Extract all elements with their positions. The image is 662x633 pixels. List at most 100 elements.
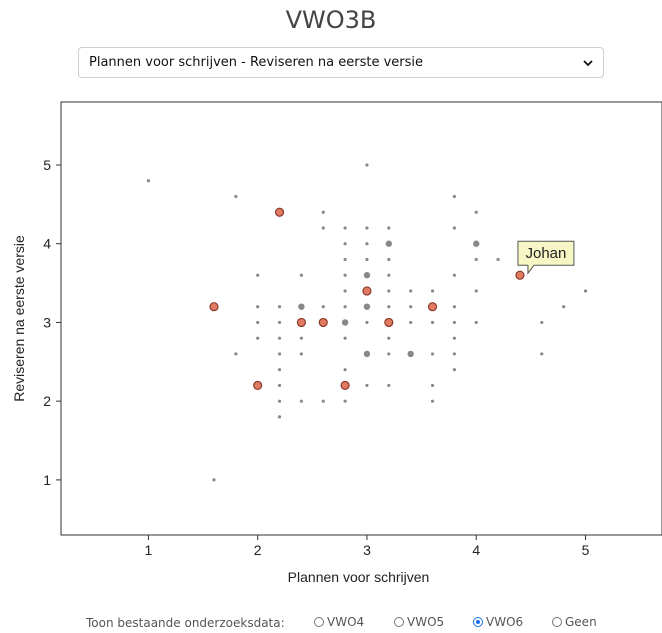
background-point [387, 226, 391, 230]
y-tick-label: 4 [43, 236, 51, 252]
background-point [277, 415, 282, 419]
background-point [387, 305, 391, 309]
background-point [452, 194, 456, 199]
highlight-point [384, 317, 394, 328]
x-tick-label: 3 [363, 542, 371, 558]
background-point [452, 273, 456, 277]
highlight-point [362, 286, 372, 296]
chevron-down-icon [583, 60, 593, 67]
background-point [387, 289, 391, 293]
background-point [256, 273, 260, 277]
background-point [343, 242, 347, 246]
background-point [234, 352, 238, 356]
background-point [256, 336, 260, 340]
background-point [146, 179, 151, 183]
background-point [321, 226, 325, 230]
x-axis-label: Plannen voor schrijven [288, 569, 430, 585]
background-point [430, 289, 435, 293]
background-point [365, 320, 369, 325]
annotation-tooltip [517, 240, 575, 275]
background-point [387, 383, 391, 388]
y-tick-label: 3 [43, 314, 51, 330]
background-point [343, 273, 347, 277]
radio-geen[interactable]: Geen [552, 615, 597, 629]
radio-vwo4-label: VWO4 [327, 615, 365, 629]
background-point [409, 305, 413, 309]
variable-select[interactable]: Plannen voor schrijven - Reviseren na ee… [78, 47, 604, 78]
background-point [562, 305, 566, 309]
background-point-large [341, 319, 349, 326]
background-point [430, 352, 435, 356]
background-point [474, 257, 478, 262]
background-point [452, 226, 456, 230]
highlight-point [274, 207, 285, 217]
background-point [343, 305, 347, 309]
variable-select-value: Plannen voor schrijven - Reviseren na ee… [89, 55, 424, 70]
background-point [277, 336, 282, 340]
background-point [583, 289, 588, 293]
radio-vwo6-label: VWO6 [486, 615, 524, 629]
background-point [430, 320, 435, 325]
background-point [365, 383, 369, 388]
plot-frame [60, 101, 662, 536]
radio-vwo5[interactable]: VWO5 [394, 615, 444, 629]
background-point [452, 336, 456, 340]
background-point [212, 478, 216, 482]
y-tick-label: 5 [43, 157, 51, 173]
background-point-large [363, 350, 371, 358]
radio-vwo5-circle[interactable] [394, 617, 404, 627]
radio-geen-circle[interactable] [552, 617, 562, 627]
background-point [387, 257, 391, 262]
background-point-large [363, 303, 371, 310]
footer-label: Toon bestaande onderzoeksdata: [86, 616, 285, 630]
page-title: VWO3B [285, 6, 377, 34]
background-point [365, 163, 369, 167]
y-tick-label: 2 [43, 393, 51, 409]
background-point [365, 257, 369, 262]
highlight-point [427, 302, 438, 312]
x-tick-label: 4 [472, 542, 480, 558]
background-point [321, 305, 325, 309]
background-point [234, 194, 238, 199]
background-point [277, 383, 282, 388]
background-point [474, 289, 478, 293]
background-point [474, 210, 478, 214]
background-point [409, 320, 413, 325]
background-point [430, 399, 435, 403]
radio-vwo6-circle[interactable] [473, 617, 483, 627]
background-point [474, 320, 478, 325]
annotation-label: Johan [526, 245, 567, 262]
background-point [452, 320, 456, 325]
background-point [430, 383, 435, 388]
radio-geen-label: Geen [565, 615, 597, 629]
radio-vwo6[interactable]: VWO6 [473, 615, 523, 629]
background-point [321, 210, 325, 214]
background-point [343, 257, 347, 262]
x-tick-label: 1 [145, 542, 153, 558]
radio-vwo4[interactable]: VWO4 [314, 615, 364, 629]
background-point [299, 352, 303, 356]
background-point-large [473, 240, 480, 247]
background-point [452, 368, 456, 372]
background-point [365, 242, 369, 246]
highlight-point [296, 317, 306, 328]
background-point [256, 320, 260, 325]
scatter-chart: 1 2 3 4 5 1 2 3 4 5 Plannen voor schrijven Revisere… [11, 101, 662, 585]
background-point [299, 399, 303, 403]
background-point [299, 273, 303, 277]
background-point [321, 399, 325, 403]
background-point [452, 352, 456, 356]
radio-vwo4-circle[interactable] [314, 617, 324, 627]
background-point [409, 289, 413, 293]
background-point [496, 257, 500, 262]
highlight-point [515, 270, 525, 280]
background-point [343, 289, 347, 293]
x-tick-label: 2 [254, 542, 262, 558]
highlight-point [253, 380, 263, 391]
background-point-large [298, 303, 305, 310]
background-point [343, 226, 347, 230]
background-point-large [363, 272, 371, 279]
background-point [256, 305, 260, 309]
highlight-point [318, 317, 328, 328]
background-point [343, 336, 347, 340]
